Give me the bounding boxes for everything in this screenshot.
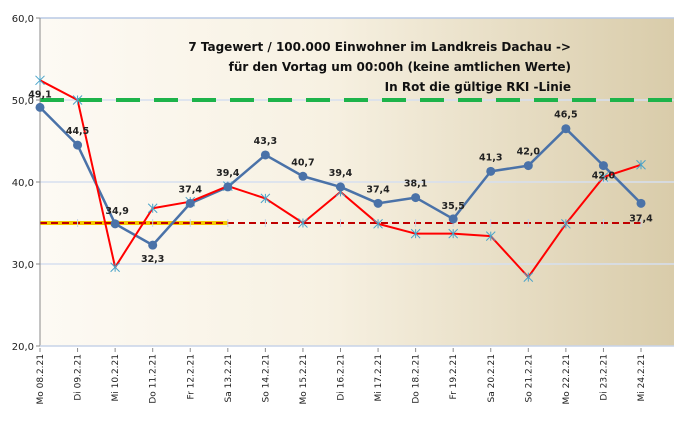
axes: 20,0 30,0 40,0 50,0 60,0 Mo 08.2.21 Di 09.2.21…: [12, 14, 674, 404]
inzidenz-point: [448, 214, 458, 224]
data-label: 42,0: [517, 147, 541, 158]
y-tick-label: 50,0: [12, 96, 34, 107]
x-tick-label: Fr 19.2.21: [449, 354, 459, 399]
inzidenz-point: [411, 193, 421, 203]
x-tick-label: Mi 24.2.21: [637, 354, 647, 401]
x-tick-label: Do 11.2.21: [149, 354, 159, 404]
x-tick-label: Mi 17.2.21: [374, 354, 384, 401]
rki-star-marker: [298, 218, 308, 228]
y-tick-label: 20,0: [12, 342, 34, 353]
x-tick-label: Do 18.2.21: [412, 354, 422, 404]
data-label: 40,7: [291, 157, 314, 168]
x-tick-label: Di 23.2.21: [599, 354, 609, 401]
inzidenz-point: [185, 198, 195, 208]
series: [35, 75, 646, 282]
data-label: 42,0: [592, 171, 616, 182]
data-label: 39,4: [216, 168, 240, 179]
rki-star-marker: [598, 172, 609, 182]
x-tick-label: Mo 22.2.21: [562, 354, 572, 404]
x-tick-label: Mo 15.2.21: [299, 354, 309, 404]
rki-star-marker: [373, 218, 383, 229]
data-label: 37,4: [366, 184, 390, 195]
inzidenz-point: [561, 124, 571, 134]
inzidenz-point: [73, 140, 83, 150]
data-label: 35,5: [441, 201, 464, 212]
inzidenz-point: [110, 219, 120, 229]
x-tick-label: So 21.2.21: [524, 354, 534, 402]
x-tick-label: Mi 10.2.21: [111, 354, 121, 401]
x-tick-label: Fr 12.2.21: [186, 354, 196, 399]
inzidenz-point: [336, 182, 345, 192]
inzidenz-point: [260, 150, 270, 160]
inzidenz-point: [486, 166, 496, 176]
rki-star-marker: [636, 159, 646, 170]
data-label: 37,4: [179, 184, 203, 195]
y-tick-label: 40,0: [12, 178, 34, 189]
chart-title: 7 Tagewert / 100.000 Einwohner im Landkr…: [188, 40, 571, 94]
rki-star-marker: [35, 75, 45, 86]
inzidenz-point: [373, 198, 383, 208]
rki-star-marker: [147, 203, 158, 214]
title-line-1: 7 Tagewert / 100.000 Einwohner im Landkr…: [188, 40, 571, 54]
rki-star-marker: [485, 231, 496, 241]
inzidenz-point: [523, 161, 533, 171]
rki-star-marker: [448, 228, 459, 239]
rki-star-marker: [523, 272, 534, 282]
inzidenz-point: [298, 171, 308, 181]
data-label: 39,4: [329, 168, 353, 179]
inzidenz-point: [598, 161, 608, 171]
inzidenz-point: [148, 240, 158, 250]
y-tick-label: 30,0: [12, 260, 34, 271]
data-label: 34,9: [105, 206, 128, 217]
x-tick-label: Di 16.2.21: [337, 354, 347, 401]
data-label: 38,1: [404, 179, 427, 190]
data-label: 49,1: [28, 89, 51, 100]
rki-star-marker: [72, 95, 83, 105]
inzidenz-point: [35, 102, 45, 112]
data-labels: 49,1 44,5 34,9 32,3 37,4 39,4 43,3 40,7 39,4 37,4…: [28, 89, 653, 265]
x-tick-label: So 14.2.21: [261, 354, 271, 402]
data-label: 43,3: [254, 136, 277, 147]
x-tick-label: Sa 13.2.21: [224, 354, 234, 402]
data-label: 32,3: [141, 254, 164, 265]
data-label: 46,5: [554, 110, 577, 121]
data-label: 37,4: [629, 213, 653, 224]
x-tick-label: Sa 20.2.21: [487, 354, 497, 402]
rki-star-marker: [260, 193, 271, 204]
x-tick-label: Mo 08.2.21: [36, 354, 46, 404]
inzidenz-point: [636, 198, 646, 208]
rki-star-marker: [561, 218, 571, 229]
rki-star-marker: [110, 262, 120, 273]
data-label: 41,3: [479, 152, 502, 163]
y-tick-label: 60,0: [12, 14, 34, 25]
rki-star-marker: [410, 228, 421, 239]
title-line-3: In Rot die gültige RKI -Linie: [385, 80, 571, 94]
title-line-2: für den Vortag um 00:00h (keine amtliche…: [229, 60, 571, 74]
data-label: 44,5: [66, 126, 89, 137]
x-tick-label: Di 09.2.21: [74, 354, 84, 401]
inzidenz-point: [223, 182, 233, 192]
